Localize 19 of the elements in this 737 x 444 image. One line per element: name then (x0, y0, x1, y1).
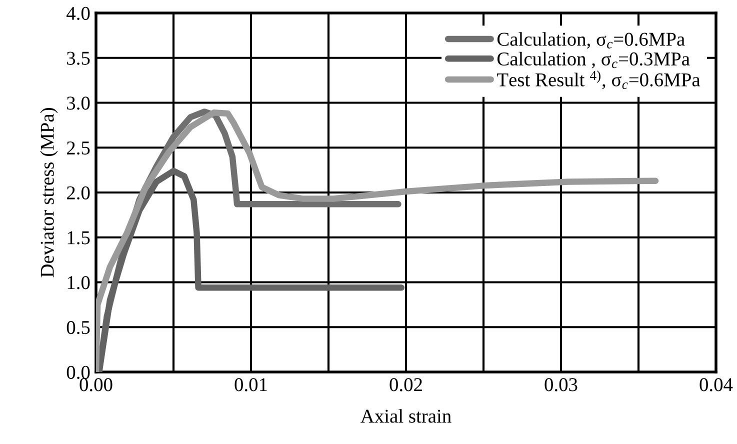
legend-label: Calculation , σ$_{c}$=0.3MPa (497, 52, 690, 68)
x-tick-label: 0.00 (80, 378, 112, 392)
y-tick-label: 1.0 (68, 276, 90, 290)
x-tick-label: 0.02 (390, 378, 422, 392)
y-tick-label: 1.5 (68, 231, 90, 244)
x-tick-label: 0.04 (700, 378, 733, 392)
y-tick-label: 3.0 (67, 96, 90, 110)
y-tick-label: 0.5 (66, 320, 90, 334)
y-tick-label: 2.5 (66, 141, 90, 155)
y-tick-label: 0.0 (66, 366, 90, 380)
y-tick-label: 4.0 (66, 6, 90, 20)
legend-label: Calculation, σ$_{c}$=0.6MPa (497, 32, 685, 49)
y-axis-title: Deviator stress (MPa) (40, 108, 58, 278)
x-axis-title: Axial strain (360, 409, 452, 423)
x-tick-label: 0.01 (234, 378, 267, 392)
legend-label: Test Result $^{4)}$, σ$_{c}$=0.6MPa (497, 70, 700, 90)
y-tick-label: 2.0 (66, 186, 90, 200)
x-tick-label: 0.03 (544, 378, 578, 392)
y-tick-label: 3.5 (67, 52, 90, 65)
